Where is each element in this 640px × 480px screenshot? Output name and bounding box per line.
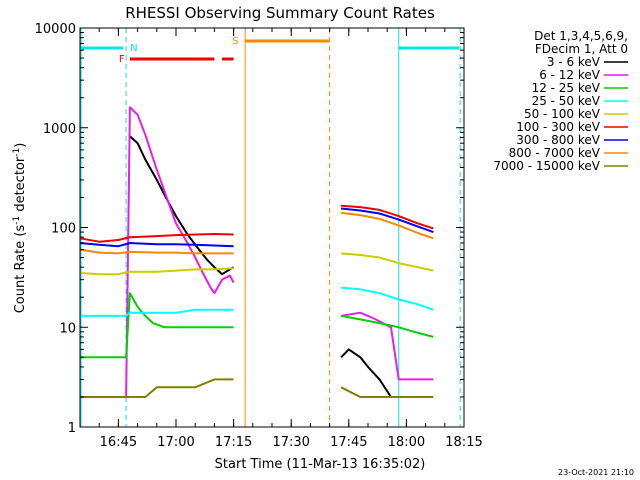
x-tick-label: 17:30 <box>272 435 309 450</box>
state-indicators: NF S <box>80 28 461 427</box>
legend-entry-label: 6 - 12 keV <box>539 68 601 82</box>
y-axis-label-part: ) <box>13 143 28 148</box>
x-tick-label: 18:00 <box>388 435 425 450</box>
y-tick-label: 10000 <box>35 22 76 37</box>
legend-entry-label: 7000 - 15000 keV <box>493 159 600 173</box>
x-tick-label: 18:15 <box>445 435 482 450</box>
flare-flag-label: F <box>119 54 125 65</box>
y-axis-label-superscript: -1 <box>12 148 22 157</box>
axis-ticks: 16:45 17:00 17:15 17:30 17:45 18:00 18:15 1 10 10… <box>35 22 483 450</box>
series-line <box>79 252 434 276</box>
y-axis-label-part: detector <box>13 156 28 216</box>
night-flag-label: N <box>130 43 137 54</box>
legend-entry-label: 12 - 25 keV <box>532 81 601 95</box>
y-axis-label-superscript: -1 <box>12 216 22 225</box>
legend-entry-label: 50 - 100 keV <box>524 107 601 121</box>
legend-entry-label: 300 - 800 keV <box>516 133 600 147</box>
series-line <box>79 204 434 243</box>
legend-entry-label: 25 - 50 keV <box>532 94 601 108</box>
x-tick-label: 17:45 <box>330 435 367 450</box>
x-tick-label: 16:45 <box>100 435 137 450</box>
y-tick-label: 1000 <box>43 122 76 137</box>
y-tick-label: 1 <box>68 421 76 436</box>
legend-header-line: FDecim 1, Att 0 <box>535 42 628 56</box>
legend-header-line: Det 1,3,4,5,6,9, <box>534 29 628 43</box>
y-tick-label: 10 <box>59 321 76 336</box>
saa-flag-label: S <box>232 36 238 47</box>
legend-entry-label: 800 - 7000 keV <box>509 146 601 160</box>
x-tick-label: 17:00 <box>157 435 194 450</box>
legend-entry-label: 3 - 6 keV <box>547 55 601 69</box>
y-tick-label: 100 <box>51 222 76 237</box>
footer-date: 23-Oct-2021 21:10 <box>558 468 634 477</box>
x-tick-label: 17:15 <box>215 435 252 450</box>
data-series-group <box>79 106 434 398</box>
series-line <box>80 378 434 398</box>
series-line <box>80 106 434 398</box>
y-axis-label-part: Count Rate (s <box>13 225 28 314</box>
chart-title: RHESSI Observing Summary Count Rates <box>125 4 435 22</box>
legend-entry-label: 100 - 300 keV <box>516 120 600 134</box>
x-axis-label: Start Time (11-Mar-13 16:35:02) <box>215 457 426 472</box>
series-line <box>79 207 434 248</box>
series-line <box>80 286 434 317</box>
series-line <box>79 211 434 255</box>
y-axis-label: Count Rate (s-1 detector-1) <box>12 143 28 314</box>
legend: Det 1,3,4,5,6,9, FDecim 1, Att 0 3 - 6 k… <box>493 29 628 173</box>
